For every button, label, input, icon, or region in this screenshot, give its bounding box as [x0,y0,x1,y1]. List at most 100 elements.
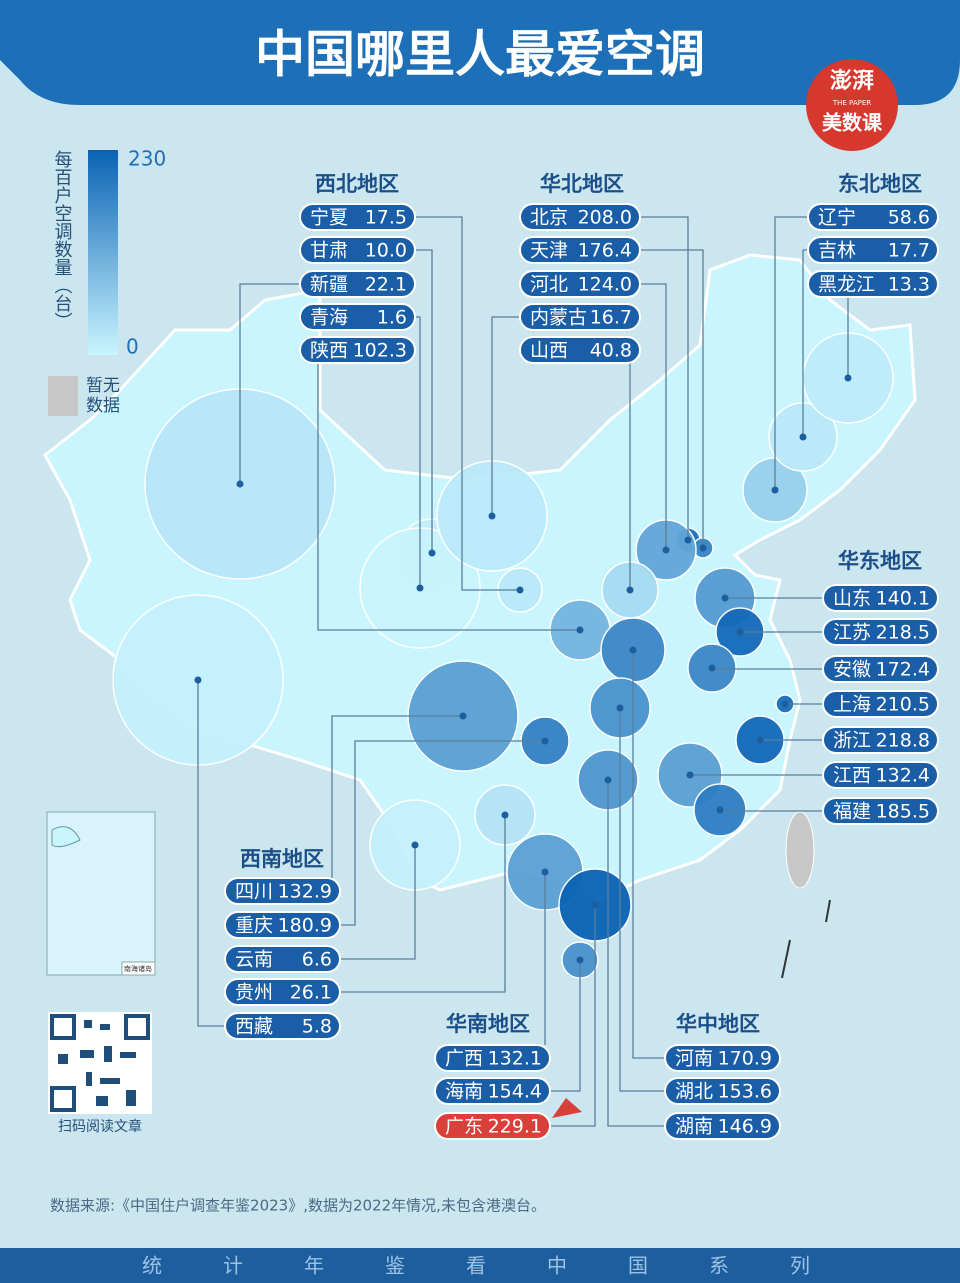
leader-line [340,845,416,960]
leader-dot [708,664,716,672]
leader-line [415,249,433,553]
province-pill [822,690,939,718]
footer-band [0,1248,960,1283]
province-pill [664,1112,781,1140]
leader-dot [416,584,424,592]
province-pill [519,336,641,364]
province-name: 辽宁 [818,207,856,229]
leader-dot [194,676,202,684]
inset-coast [51,826,81,848]
province-value: 208.0 [578,207,632,229]
leader-dot [516,586,524,594]
region-title: 华中地区 [676,1012,760,1036]
province-pill [299,270,416,298]
province-name: 陕西 [310,340,348,362]
legend-min: 0 [126,335,139,359]
leader-dot [629,646,637,654]
province-name: 上海 [833,694,871,716]
province-pill [519,203,641,231]
footer: 统计年鉴看中国系列 [142,1254,871,1278]
province-name: 青海 [310,307,348,329]
province-pill [434,1044,551,1072]
province-name: 宁夏 [310,207,348,229]
province-value: 154.4 [488,1081,542,1103]
leader-line [640,283,667,550]
qr-code [48,1012,152,1114]
province-pill [822,797,939,825]
leader-dot [686,771,694,779]
province-name: 北京 [530,207,568,229]
leader-dot [488,512,496,520]
region-title: 华北地区 [540,172,624,196]
province-pill [299,236,416,264]
province-value: 58.6 [888,207,930,229]
region-title: 西南地区 [240,847,324,871]
province-pill [822,726,939,754]
source: 数据来源:《中国住户调查年鉴2023》,数据为2022年情况,未包含港澳台。 [50,1197,546,1215]
province-name: 河南 [675,1048,713,1070]
province-pill [224,945,341,973]
province-name: 黑龙江 [818,274,875,296]
province-value: 229.1 [488,1116,542,1138]
province-name: 河北 [530,274,568,296]
province-pill [224,1012,341,1040]
leader-dot [501,811,509,819]
province-value: 132.1 [488,1048,542,1070]
province-value: 170.9 [718,1048,772,1070]
inset-label-box [121,961,156,976]
leader-dot [428,549,436,557]
province-pill [224,877,341,905]
logo-text: THE PAPER [832,99,871,107]
province-value: 124.0 [578,274,632,296]
leader-line [802,249,808,437]
province-name: 浙江 [833,730,871,752]
leader-line [550,960,581,1092]
leader-line [491,316,520,516]
province-name: 广西 [445,1048,483,1070]
province-pill [807,236,939,264]
taiwan [785,811,815,889]
province-value: 210.5 [876,694,930,716]
province-pill [822,655,939,683]
leader-dot [411,841,419,849]
header-band [0,0,960,105]
province-value: 10.0 [365,240,407,262]
province-name: 新疆 [310,274,348,296]
leader-line [550,905,596,1127]
province-value: 6.6 [302,949,332,971]
region-title: 华南地区 [446,1012,530,1036]
province-name: 山西 [530,340,568,362]
leader-line [197,680,225,1027]
qr-label: 扫码阅读文章 [58,1118,142,1135]
leader-line [632,650,665,1059]
leader-dot [756,736,764,744]
province-name: 江西 [833,765,871,787]
legend-max: 230 [128,147,166,171]
province-pill [519,270,641,298]
province-pill [224,978,341,1006]
leader-dot [576,626,584,634]
province-pill [224,911,341,939]
leader-dot [541,868,549,876]
province-pill [299,336,416,364]
province-value: 140.1 [876,588,930,610]
leader-dot [459,712,467,720]
leader-dot [541,737,549,745]
province-value: 17.5 [365,207,407,229]
leader-line [619,708,665,1092]
province-pill [519,236,641,264]
leader-dot [736,628,744,636]
province-name: 广东 [445,1116,483,1138]
province-name: 安徽 [833,659,871,681]
no-data-swatch [48,376,78,416]
leader-dot [721,594,729,602]
leader-line [415,216,520,591]
province-value: 26.1 [290,982,332,1004]
logo [806,59,898,151]
logo-text: 美数课 [822,111,883,135]
province-pill [299,303,416,331]
province-pill [434,1077,551,1105]
province-value: 13.3 [888,274,930,296]
